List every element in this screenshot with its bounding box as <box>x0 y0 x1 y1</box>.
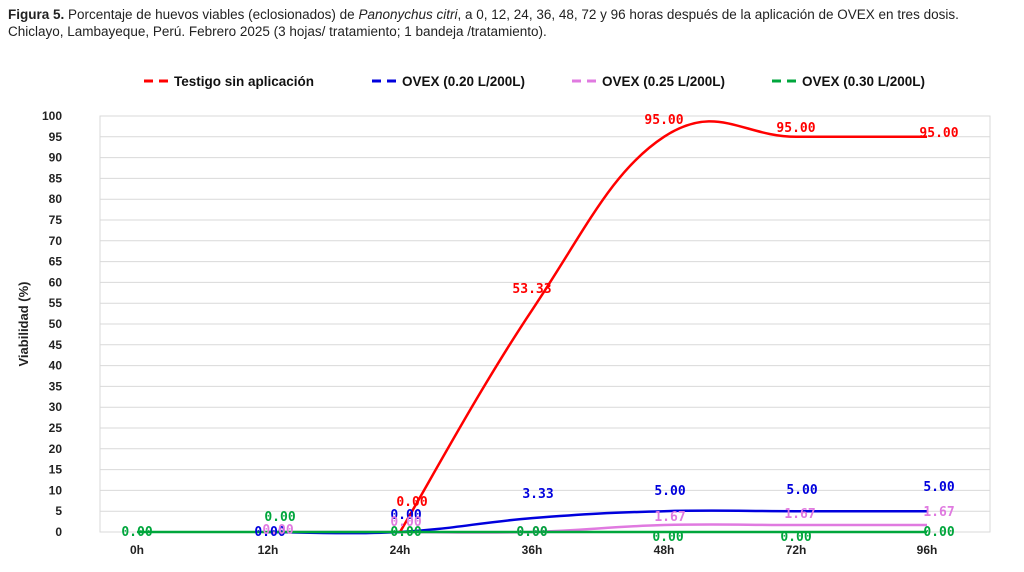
y-tick-label: 100 <box>42 109 62 123</box>
y-tick-label: 95 <box>49 130 63 144</box>
data-label: 0.00 <box>254 525 285 540</box>
x-tick-label: 36h <box>522 543 543 557</box>
y-tick-label: 45 <box>49 338 63 352</box>
legend-item: OVEX (0.25 L/200L) <box>572 74 725 89</box>
legend-label: OVEX (0.20 L/200L) <box>402 74 525 89</box>
y-tick-label: 55 <box>49 296 63 310</box>
legend-label: OVEX (0.30 L/200L) <box>802 74 925 89</box>
data-label: 53.33 <box>512 282 551 297</box>
y-tick-label: 15 <box>49 463 63 477</box>
y-tick-label: 40 <box>49 359 63 373</box>
data-label: 5.00 <box>786 483 817 498</box>
y-tick-label: 30 <box>49 400 63 414</box>
series-line <box>267 509 927 535</box>
caption-text-2: , a 0, 12, 24, 36, 48, 72 y 96 horas des… <box>8 7 959 39</box>
data-label: 5.00 <box>923 480 954 495</box>
y-tick-label: 75 <box>49 213 63 227</box>
data-label: 0.00 <box>121 525 152 540</box>
x-tick-label: 24h <box>390 543 411 557</box>
caption-label: Figura 5. <box>8 7 65 22</box>
legend-label: Testigo sin aplicación <box>174 74 314 89</box>
y-tick-label: 35 <box>49 379 63 393</box>
y-tick-label: 50 <box>49 317 63 331</box>
data-label: 0.00 <box>390 508 421 523</box>
data-label: 0.00 <box>780 530 811 545</box>
y-axis: 0 5 10 15 20 25 30 35 40 45 50 55 60 65 70 75 80 85 90 95 10… <box>42 109 62 539</box>
data-label: 0.00 <box>516 525 547 540</box>
data-label: 0.00 <box>262 523 293 538</box>
caption-species: Panonychus citri <box>358 7 458 22</box>
caption-text-1: Porcentaje de huevos viables (eclosionad… <box>64 7 359 22</box>
data-label: 3.33 <box>522 487 553 502</box>
legend-item: OVEX (0.20 L/200L) <box>372 74 525 89</box>
series-lines <box>137 120 928 535</box>
x-tick-label: 12h <box>258 543 279 557</box>
chart-legend: Testigo sin aplicación OVEX (0.20 L/200L)… <box>144 74 925 89</box>
x-tick-label: 0h <box>130 543 144 557</box>
y-tick-label: 60 <box>49 275 63 289</box>
legend-label: OVEX (0.25 L/200L) <box>602 74 725 89</box>
y-tick-label: 5 <box>55 504 62 518</box>
x-tick-label: 48h <box>654 543 675 557</box>
data-label: 5.00 <box>654 484 685 499</box>
y-axis-label: Viabilidad (%) <box>16 282 31 367</box>
series-line <box>398 120 928 533</box>
data-label: 0.00 <box>396 495 427 510</box>
x-tick-label: 96h <box>917 543 938 557</box>
y-tick-label: 10 <box>49 483 63 497</box>
data-label: 95.00 <box>776 121 815 136</box>
y-tick-label: 70 <box>49 234 63 248</box>
chart-grid <box>99 115 991 533</box>
y-tick-label: 25 <box>49 421 63 435</box>
data-label: 0.00 <box>264 510 295 525</box>
data-label: 0.00 <box>390 515 421 530</box>
data-label: 0.00 <box>923 525 954 540</box>
y-tick-label: 80 <box>49 192 63 206</box>
legend-item: OVEX (0.30 L/200L) <box>772 74 925 89</box>
legend-item: Testigo sin aplicación <box>144 74 314 89</box>
data-label: 0.00 <box>652 530 683 545</box>
data-label: 0.00 <box>390 525 421 540</box>
data-label: 95.00 <box>919 126 958 141</box>
y-tick-label: 0 <box>55 525 62 539</box>
y-tick-label: 90 <box>49 151 63 165</box>
y-tick-label: 65 <box>49 255 63 269</box>
x-axis: 0h 12h 24h 36h 48h 72h 96h <box>130 543 937 557</box>
y-tick-label: 20 <box>49 442 63 456</box>
data-label: 95.00 <box>644 113 683 128</box>
data-label: 1.67 <box>923 505 954 520</box>
y-tick-label: 85 <box>49 171 63 185</box>
data-label: 1.67 <box>784 507 815 522</box>
x-tick-label: 72h <box>786 543 807 557</box>
data-label: 1.67 <box>654 510 685 525</box>
figure-caption: Figura 5. Porcentaje de huevos viables (… <box>8 6 1018 40</box>
data-label: 0.00 <box>516 525 547 540</box>
